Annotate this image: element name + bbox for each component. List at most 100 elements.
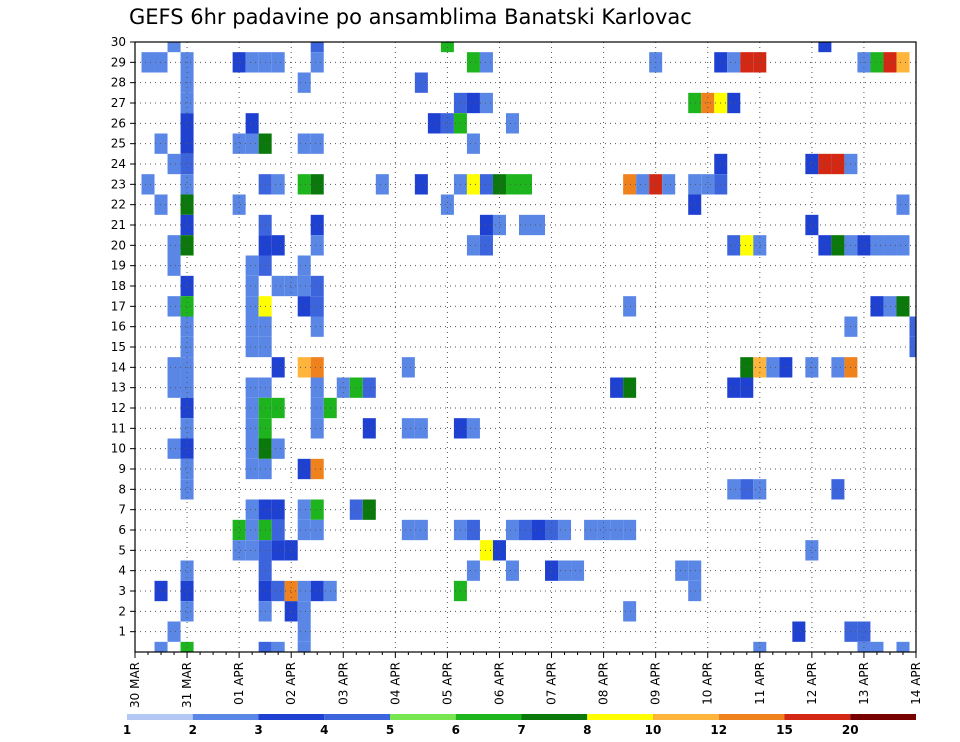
- heatmap-cell: [545, 519, 559, 541]
- x-tick-label: 12 APR: [805, 662, 819, 705]
- heatmap-cell: [271, 519, 285, 541]
- heatmap-cell: [245, 113, 259, 134]
- y-tick-label: 24: [111, 157, 126, 171]
- heatmap-cell: [297, 458, 311, 480]
- heatmap-cell: [297, 296, 311, 317]
- colorbar-label: 4: [320, 723, 328, 737]
- heatmap-cell: [180, 479, 194, 500]
- heatmap-cell: [245, 296, 259, 317]
- heatmap-cell: [310, 133, 324, 154]
- heatmap-cell: [440, 194, 454, 215]
- heatmap-cell: [753, 641, 767, 652]
- chart-title: GEFS 6hr padavine po ansamblima Banatski…: [129, 5, 692, 29]
- heatmap-cell: [271, 275, 285, 297]
- colorbar-swatch: [127, 714, 193, 720]
- heatmap-cell: [310, 418, 324, 439]
- heatmap-cell: [180, 153, 194, 175]
- heatmap-cell: [167, 377, 181, 398]
- heatmap-cell: [870, 235, 884, 256]
- heatmap-cell: [792, 621, 806, 642]
- heatmap-cell: [297, 580, 311, 602]
- heatmap-cell: [753, 479, 767, 500]
- heatmap-cell: [740, 357, 754, 378]
- heatmap-cell: [896, 194, 910, 215]
- y-tick-label: 6: [118, 523, 126, 537]
- heatmap-cell: [180, 560, 194, 581]
- heatmap-cell: [466, 418, 480, 439]
- heatmap-cell: [375, 174, 389, 195]
- heatmap-cell: [466, 235, 480, 256]
- heatmap-cell: [857, 235, 871, 256]
- heatmap-cell: [831, 357, 845, 378]
- heatmap-cell: [440, 113, 454, 134]
- colorbar-swatch: [258, 714, 325, 720]
- heatmap-cell: [505, 519, 519, 541]
- y-tick-label: 10: [111, 442, 126, 456]
- heatmap-cell: [532, 519, 546, 541]
- heatmap-cell: [245, 438, 259, 459]
- heatmap-cell: [857, 641, 871, 652]
- heatmap-cell: [805, 214, 819, 236]
- colorbar-swatch: [455, 714, 522, 720]
- heatmap-cell: [623, 296, 637, 317]
- heatmap-cell: [688, 92, 702, 114]
- colorbar-label: 1: [123, 723, 131, 737]
- heatmap-cell: [167, 438, 181, 459]
- heatmap-cell: [805, 540, 819, 561]
- heatmap-cell: [818, 235, 832, 256]
- y-tick-label: 15: [111, 340, 126, 354]
- heatmap-cell: [310, 316, 324, 337]
- y-tick-label: 5: [118, 543, 126, 557]
- colorbar-label: 10: [645, 723, 662, 737]
- y-tick-label: 8: [118, 482, 126, 496]
- colorbar-label: 15: [776, 723, 793, 737]
- heatmap-cell: [232, 540, 246, 561]
- heatmap-cell: [284, 275, 298, 297]
- heatmap-cell: [245, 336, 259, 358]
- y-tick-label: 30: [111, 35, 126, 49]
- heatmap-cell: [310, 499, 324, 520]
- heatmap-cell: [362, 418, 376, 439]
- y-tick-label: 9: [118, 462, 126, 476]
- y-tick-label: 20: [111, 238, 126, 252]
- x-tick-label: 11 APR: [753, 662, 767, 705]
- heatmap-cell: [310, 580, 324, 602]
- heatmap-cell: [505, 560, 519, 581]
- heatmap-cell: [401, 519, 415, 541]
- heatmap-cell: [297, 601, 311, 622]
- heatmap-cell: [271, 540, 285, 561]
- heatmap-cell: [245, 499, 259, 520]
- heatmap-cell: [271, 580, 285, 602]
- colorbar-label: 6: [452, 723, 460, 737]
- heatmap-cell: [258, 641, 272, 652]
- heatmap-cell: [831, 153, 845, 175]
- heatmap-cell: [662, 174, 676, 195]
- heatmap-cell: [245, 418, 259, 439]
- heatmap-cell: [909, 316, 916, 337]
- heatmap-cell: [154, 133, 168, 154]
- heatmap-cells: [141, 42, 916, 652]
- heatmap-cell: [701, 174, 715, 195]
- heatmap-cell: [297, 174, 311, 195]
- heatmap-cell: [310, 377, 324, 398]
- heatmap-cell: [610, 519, 624, 541]
- heatmap-cell: [297, 72, 311, 93]
- heatmap-cell: [271, 641, 285, 652]
- heatmap-cell: [232, 133, 246, 154]
- heatmap-cell: [623, 519, 637, 541]
- heatmap-cell: [245, 540, 259, 561]
- y-tick-label: 28: [111, 76, 126, 90]
- heatmap-cell: [310, 174, 324, 195]
- y-tick-label: 14: [111, 360, 126, 374]
- heatmap-cell: [310, 296, 324, 317]
- heatmap-cell: [271, 235, 285, 256]
- heatmap-cell: [284, 580, 298, 602]
- x-tick-label: 10 APR: [701, 662, 715, 705]
- x-tick-label: 01 APR: [232, 662, 246, 705]
- heatmap-cell: [492, 540, 506, 561]
- heatmap-cell: [688, 560, 702, 581]
- heatmap-cell: [870, 296, 884, 317]
- heatmap-cell: [688, 194, 702, 215]
- heatmap-cell: [232, 519, 246, 541]
